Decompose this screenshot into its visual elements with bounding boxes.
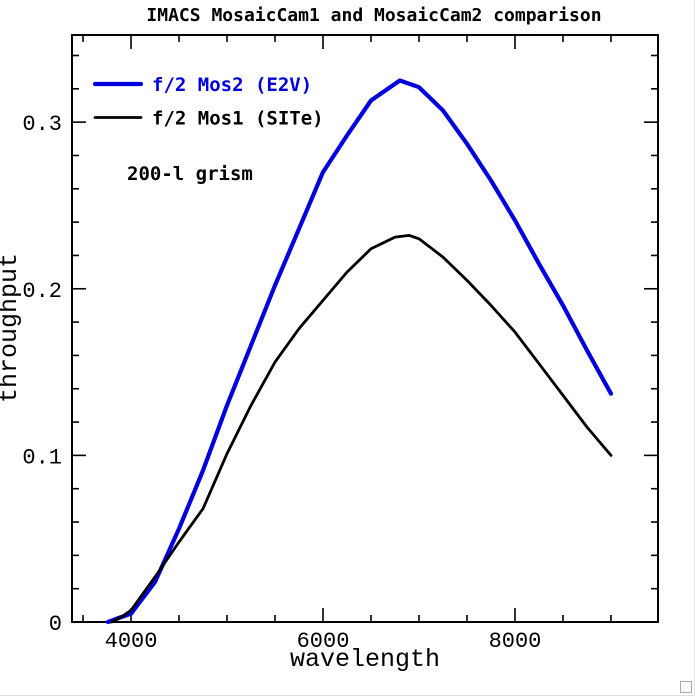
y-tick-label: 0.1 bbox=[22, 445, 62, 470]
curve-mos1 bbox=[110, 233, 613, 624]
y-tick-label: 0.3 bbox=[22, 112, 62, 137]
legend-label: f/2 Mos1 (SITe) bbox=[152, 108, 324, 130]
resize-handle-icon[interactable] bbox=[680, 681, 692, 693]
axis-ticks: 4000 6000 8000 0 0.1 0.2 0.3 bbox=[22, 35, 658, 654]
data-curves bbox=[105, 78, 614, 625]
chart-title: IMACS MosaicCam1 and MosaicCam2 comparis… bbox=[146, 5, 601, 26]
y-axis-label: throughput bbox=[0, 253, 24, 403]
y-tick-label: 0 bbox=[49, 612, 62, 637]
plot-frame bbox=[71, 34, 659, 623]
curve-mos2 bbox=[105, 78, 614, 625]
x-axis-label: wavelength bbox=[290, 645, 440, 674]
legend: f/2 Mos2 (E2V) f/2 Mos1 (SITe) bbox=[92, 74, 324, 130]
x-tick-label: 8000 bbox=[489, 629, 542, 654]
y-tick-label: 0.2 bbox=[22, 279, 62, 304]
legend-label: f/2 Mos2 (E2V) bbox=[152, 74, 312, 96]
annotation-grism: 200-l grism bbox=[127, 163, 253, 185]
x-tick-label: 6000 bbox=[297, 629, 350, 654]
x-tick-label: 4000 bbox=[105, 629, 158, 654]
